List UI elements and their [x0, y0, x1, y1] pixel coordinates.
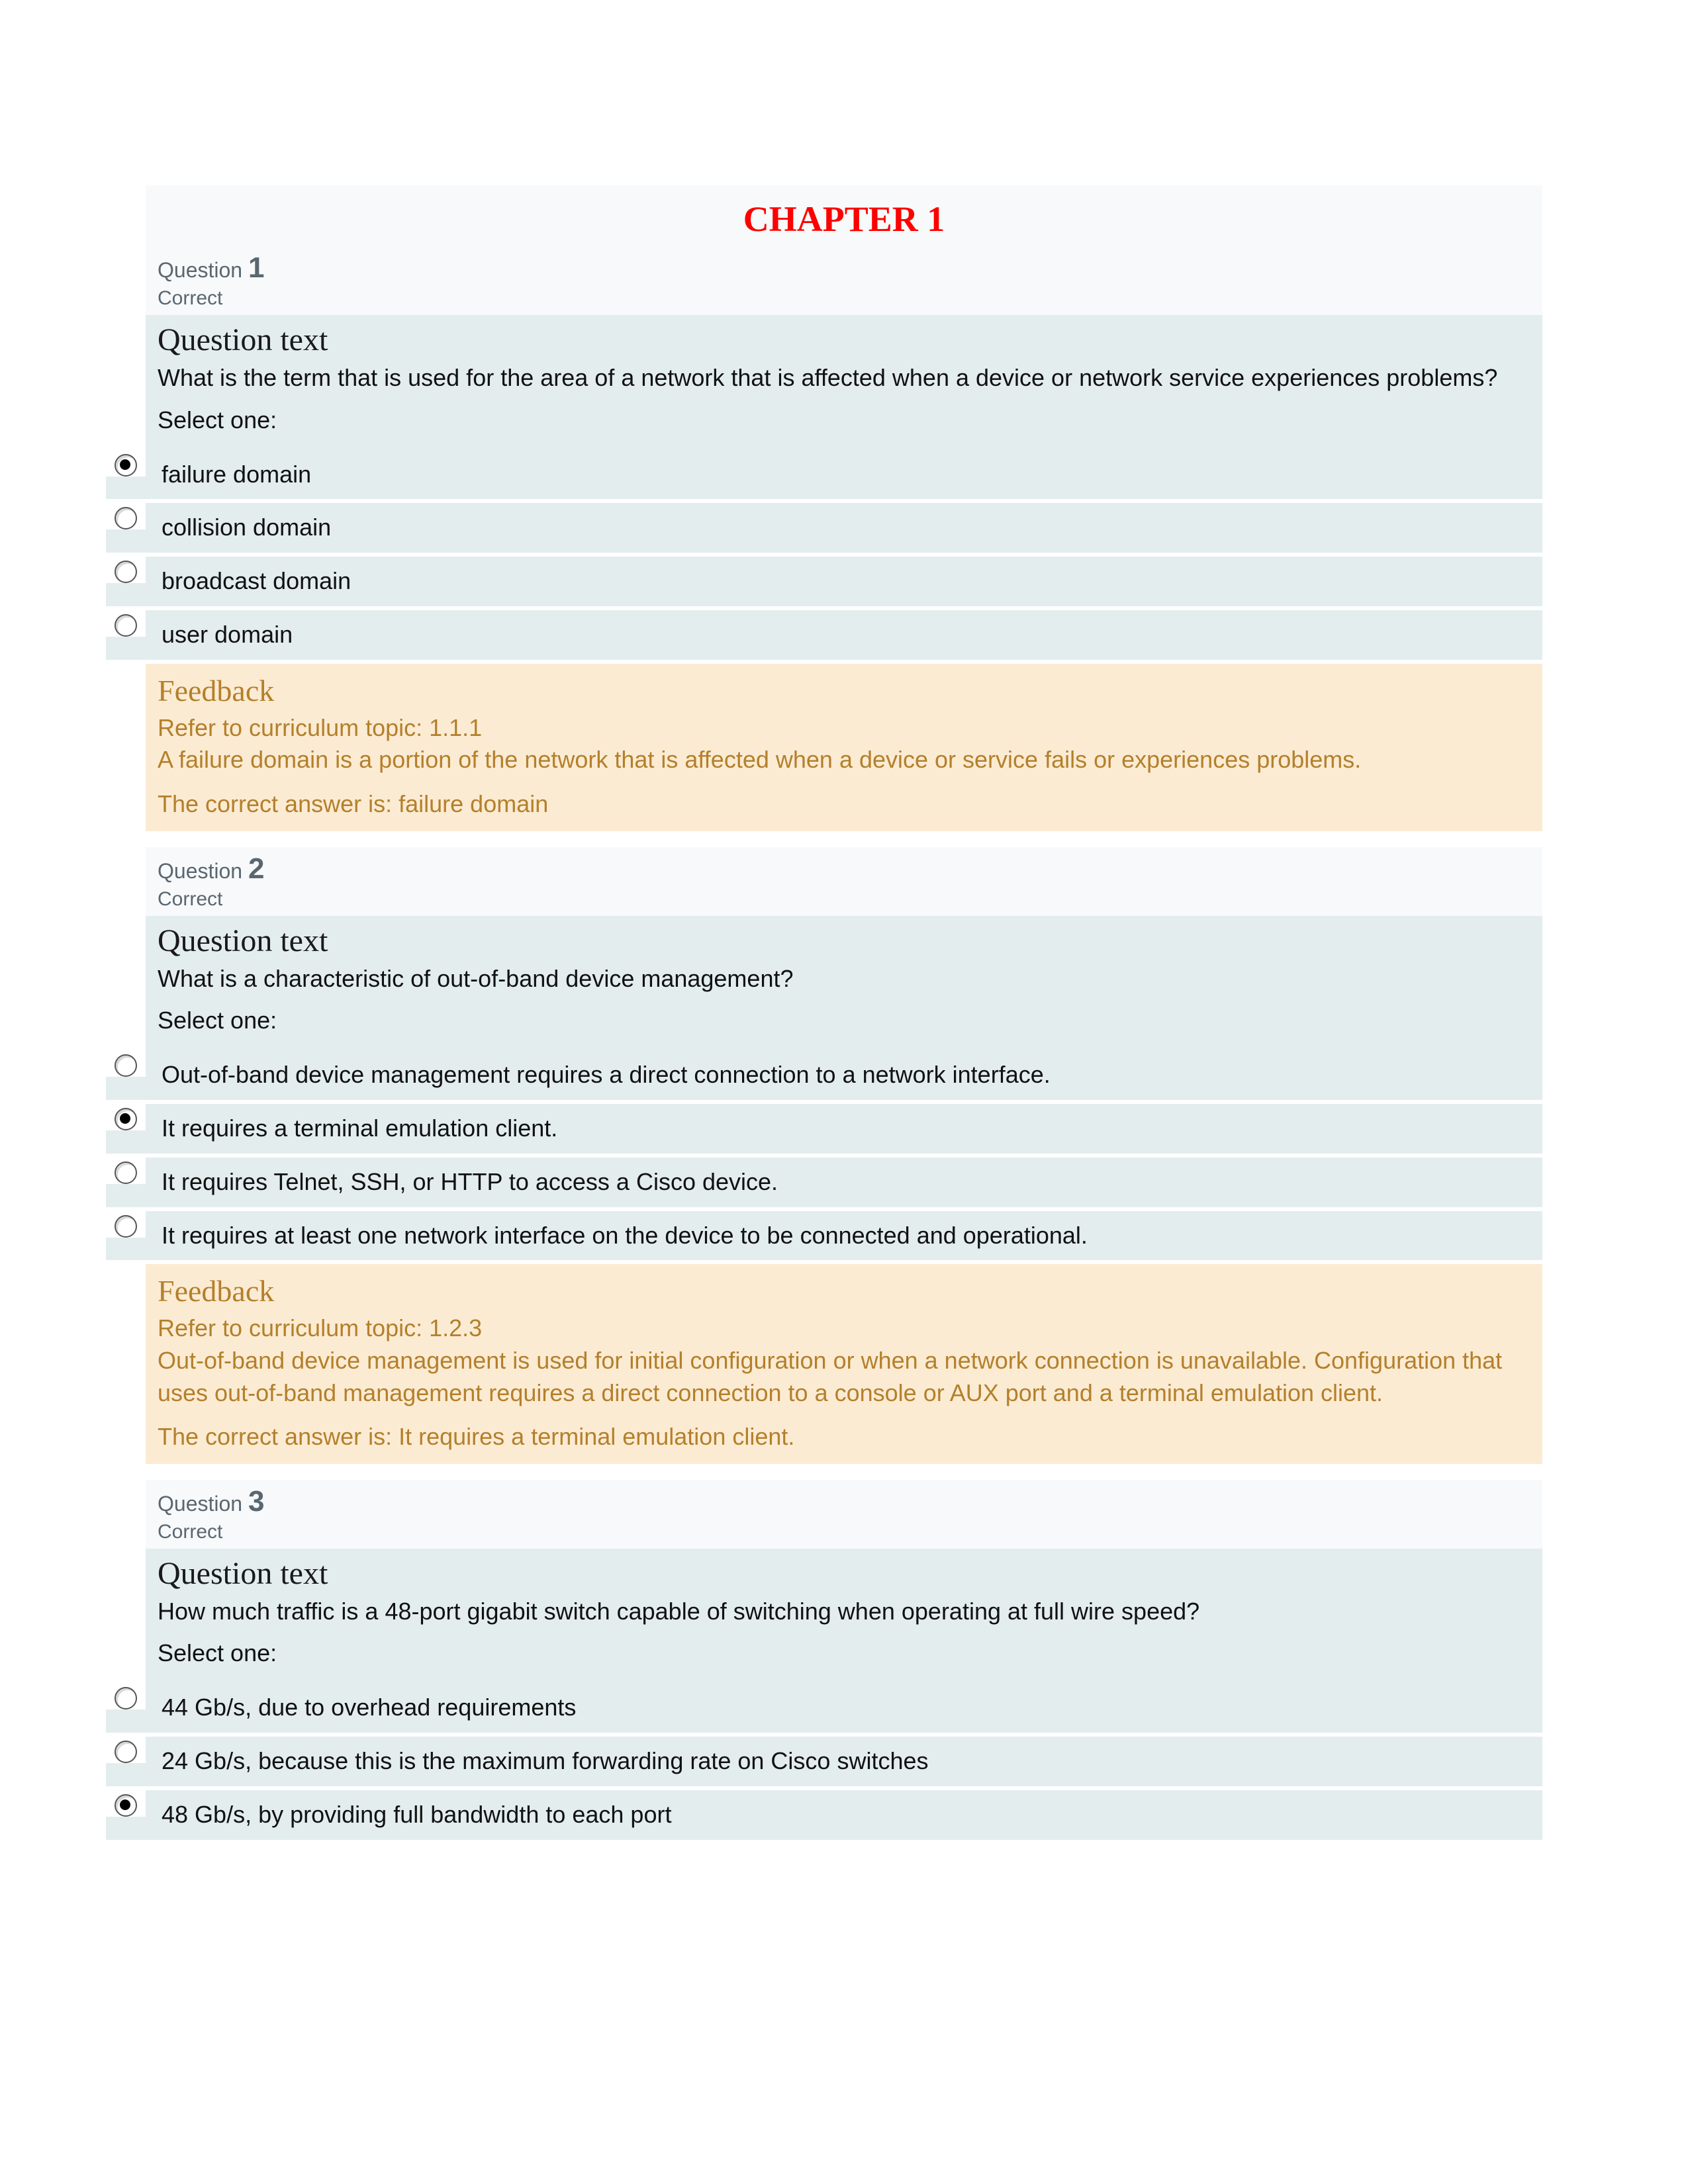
radio-cell [106, 1683, 146, 1709]
option-row[interactable]: It requires a terminal emulation client. [106, 1104, 1542, 1154]
option-text: user domain [146, 610, 1542, 660]
select-one-label: Select one: [158, 406, 1530, 434]
chapter-title: CHAPTER 1 [146, 185, 1542, 246]
question-block: Question 3CorrectQuestion textHow much t… [146, 1480, 1542, 1840]
question-header: Question 3 [146, 1480, 1542, 1521]
question-number: 3 [248, 1485, 264, 1518]
radio-cell [106, 1737, 146, 1763]
question-text-heading: Question text [158, 322, 1530, 358]
option-row[interactable]: broadcast domain [106, 557, 1542, 606]
option-text: It requires at least one network interfa… [146, 1211, 1542, 1261]
radio-button[interactable] [115, 1054, 137, 1077]
option-text: broadcast domain [146, 557, 1542, 606]
radio-button[interactable] [115, 1687, 137, 1709]
option-text: collision domain [146, 503, 1542, 553]
question-status: Correct [146, 287, 1542, 315]
question-label: Question [158, 859, 248, 883]
question-number: 1 [248, 251, 264, 284]
option-text: It requires Telnet, SSH, or HTTP to acce… [146, 1158, 1542, 1207]
option-row[interactable]: 24 Gb/s, because this is the maximum for… [106, 1737, 1542, 1786]
correct-answer: The correct answer is: failure domain [158, 788, 1530, 821]
page: CHAPTER 1 Question 1CorrectQuestion text… [146, 185, 1542, 1840]
option-text: failure domain [146, 450, 1542, 500]
select-one-label: Select one: [158, 1639, 1530, 1667]
option-text: 24 Gb/s, because this is the maximum for… [146, 1737, 1542, 1786]
radio-cell [106, 503, 146, 529]
options-list: 44 Gb/s, due to overhead requirements24 … [106, 1683, 1542, 1839]
questions-container: Question 1CorrectQuestion textWhat is th… [146, 246, 1542, 1840]
question-label: Question [158, 258, 248, 282]
question-status: Correct [146, 1521, 1542, 1549]
radio-cell [106, 1104, 146, 1130]
radio-button[interactable] [115, 614, 137, 637]
radio-button[interactable] [115, 507, 137, 529]
option-text: 44 Gb/s, due to overhead requirements [146, 1683, 1542, 1733]
options-list: Out-of-band device management requires a… [106, 1050, 1542, 1260]
question-label: Question [158, 1492, 248, 1516]
question-text-heading: Question text [158, 1555, 1530, 1592]
question-header: Question 2 [146, 847, 1542, 888]
option-row[interactable]: It requires Telnet, SSH, or HTTP to acce… [106, 1158, 1542, 1207]
radio-cell [106, 1790, 146, 1817]
option-text: It requires a terminal emulation client. [146, 1104, 1542, 1154]
feedback-box: Feedback Refer to curriculum topic: 1.2.3… [146, 1264, 1542, 1463]
question-text: What is a characteristic of out-of-band … [158, 963, 1530, 995]
question-body: Question text What is a characteristic of… [146, 916, 1542, 1051]
question-gap [146, 831, 1542, 847]
question-text-heading: Question text [158, 923, 1530, 959]
option-row[interactable]: It requires at least one network interfa… [106, 1211, 1542, 1261]
radio-button[interactable] [115, 1741, 137, 1763]
select-one-label: Select one: [158, 1007, 1530, 1034]
question-gap [146, 1464, 1542, 1480]
feedback-text: Refer to curriculum topic: 1.1.1 A failu… [158, 712, 1530, 776]
radio-button[interactable] [115, 1161, 137, 1184]
question-body: Question text How much traffic is a 48-po… [146, 1549, 1542, 1684]
option-row[interactable]: collision domain [106, 503, 1542, 553]
question-block: Question 2CorrectQuestion textWhat is a … [146, 847, 1542, 1464]
feedback-heading: Feedback [158, 1273, 1530, 1308]
option-row[interactable]: user domain [106, 610, 1542, 660]
question-header: Question 1 [146, 246, 1542, 287]
option-row[interactable]: Out-of-band device management requires a… [106, 1050, 1542, 1100]
radio-button[interactable] [115, 1108, 137, 1130]
radio-cell [106, 450, 146, 477]
question-number: 2 [248, 852, 264, 885]
feedback-box: Feedback Refer to curriculum topic: 1.1.1… [146, 664, 1542, 831]
option-row[interactable]: 44 Gb/s, due to overhead requirements [106, 1683, 1542, 1733]
question-text: What is the term that is used for the ar… [158, 362, 1530, 394]
question-block: Question 1CorrectQuestion textWhat is th… [146, 246, 1542, 831]
option-text: 48 Gb/s, by providing full bandwidth to … [146, 1790, 1542, 1840]
radio-button[interactable] [115, 561, 137, 583]
radio-button[interactable] [115, 1215, 137, 1238]
question-text: How much traffic is a 48-port gigabit sw… [158, 1596, 1530, 1628]
feedback-text: Refer to curriculum topic: 1.2.3 Out-of-… [158, 1312, 1530, 1409]
radio-cell [106, 1158, 146, 1184]
radio-button[interactable] [115, 454, 137, 477]
radio-cell [106, 610, 146, 637]
option-row[interactable]: failure domain [106, 450, 1542, 500]
option-row[interactable]: 48 Gb/s, by providing full bandwidth to … [106, 1790, 1542, 1840]
radio-cell [106, 1050, 146, 1077]
question-status: Correct [146, 888, 1542, 916]
question-body: Question text What is the term that is us… [146, 315, 1542, 450]
correct-answer: The correct answer is: It requires a ter… [158, 1421, 1530, 1453]
radio-button[interactable] [115, 1794, 137, 1817]
radio-cell [106, 1211, 146, 1238]
option-text: Out-of-band device management requires a… [146, 1050, 1542, 1100]
feedback-heading: Feedback [158, 673, 1530, 708]
options-list: failure domaincollision domainbroadcast … [106, 450, 1542, 660]
radio-cell [106, 557, 146, 583]
